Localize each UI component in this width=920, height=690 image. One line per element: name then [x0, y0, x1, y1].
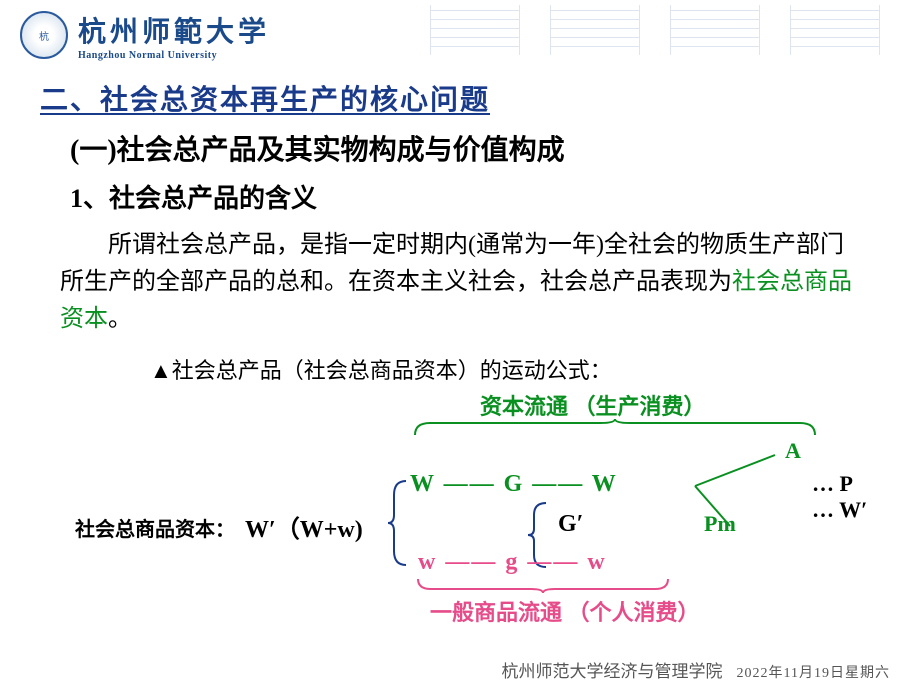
- formula-node-dots: … P … W′: [812, 471, 870, 523]
- formula-diagram: 资本流通 （生产消费） 社会总商品资本： W′（W+w) W —— G —— W…: [50, 391, 870, 621]
- left-bracket: [388, 475, 408, 571]
- building-sketch: [670, 5, 760, 55]
- definition-paragraph: 所谓社会总产品，是指一定时期内(通常为一年)全社会的物质生产部门所生产的全部产品…: [60, 227, 860, 339]
- paragraph-part-b: 。: [108, 306, 132, 332]
- logo-text: 杭: [39, 28, 49, 43]
- formula-top-label: 资本流通 （生产消费）: [480, 389, 706, 421]
- formula-left-label: 社会总商品资本：: [75, 513, 235, 542]
- section-title: 二、社会总资本再生产的核心问题: [40, 78, 920, 118]
- building-sketch: [550, 5, 640, 55]
- university-name-en: Hangzhou Normal University: [78, 50, 270, 61]
- university-name-cn: 杭州师範大学: [78, 10, 270, 50]
- top-brace: [410, 419, 820, 437]
- footer-school: 杭州师范大学经济与管理学院: [502, 657, 723, 682]
- building-sketch: [790, 5, 880, 55]
- subtitle-two: 1、社会总产品的含义: [70, 178, 870, 215]
- formula-title: ▲社会总产品（社会总商品资本）的运动公式：: [150, 353, 870, 385]
- bottom-brace: [413, 577, 673, 593]
- formula-title-prefix: ▲: [150, 358, 172, 383]
- formula-node-a: A: [785, 438, 801, 464]
- formula-bottom-label: 一般商品流通 （个人消费）: [430, 595, 700, 627]
- subtitle-one: (一)社会总产品及其实物构成与价值构成: [70, 128, 870, 168]
- header: 杭 杭州师範大学 Hangzhou Normal University: [0, 0, 920, 70]
- formula-node-pm: Pm: [704, 511, 736, 537]
- footer: 杭州师范大学经济与管理学院 2022年11月19日星期六: [502, 657, 890, 682]
- formula-row-top: W —— G —— W: [410, 471, 618, 498]
- formula-row-mid: G′: [558, 511, 583, 538]
- paragraph-part-a: 所谓社会总产品，是指一定时期内(通常为一年)全社会的物质生产部门所生产的全部产品…: [60, 232, 844, 295]
- university-logo: 杭: [20, 11, 68, 59]
- university-name-block: 杭州师範大学 Hangzhou Normal University: [78, 10, 270, 61]
- header-decoration: [430, 5, 910, 60]
- formula-row-bot: w —— g —— w: [418, 549, 607, 576]
- formula-title-text: 社会总产品（社会总商品资本）的运动公式：: [172, 358, 612, 383]
- formula-wprime-term: W′（W+w): [245, 509, 363, 544]
- building-sketch: [430, 5, 520, 55]
- footer-date: 2022年11月19日星期六: [737, 662, 890, 682]
- content-area: (一)社会总产品及其实物构成与价值构成 1、社会总产品的含义 所谓社会总产品，是…: [0, 128, 920, 621]
